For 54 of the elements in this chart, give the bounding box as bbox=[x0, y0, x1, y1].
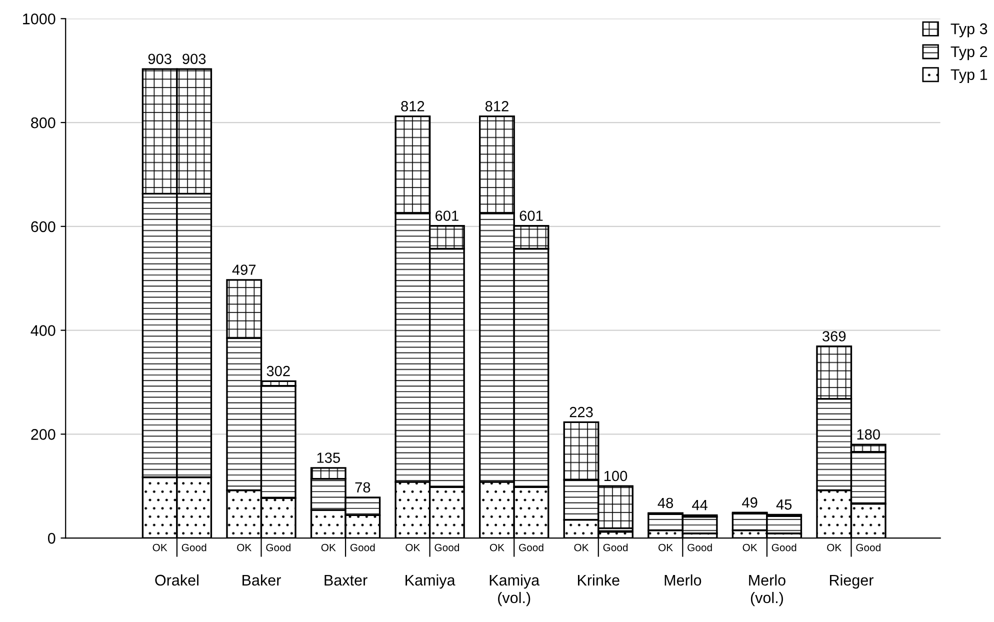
total-label: 601 bbox=[520, 210, 543, 221]
text: Merlo (vol.) bbox=[749, 574, 786, 606]
total-label: 812 bbox=[485, 101, 508, 112]
total-label: 44 bbox=[692, 500, 708, 510]
text: Orakel bbox=[155, 574, 198, 586]
x-tick-label: OK bbox=[658, 544, 673, 552]
x-tick-label: OK bbox=[742, 544, 758, 552]
y-tick-label: 1000 bbox=[23, 14, 56, 24]
y-tick-label: 200 bbox=[31, 429, 56, 440]
total-label: 78 bbox=[355, 482, 370, 493]
total-label: 601 bbox=[436, 210, 458, 221]
total-label: 100 bbox=[604, 470, 628, 482]
x-tick-label: Good bbox=[519, 544, 544, 552]
legend-label: Typ 1 bbox=[950, 69, 988, 84]
total-label: 903 bbox=[182, 54, 206, 64]
x-tick-label: OK bbox=[574, 544, 589, 552]
total-label: 180 bbox=[857, 429, 880, 440]
x-tick-label: OK bbox=[152, 544, 168, 552]
y-tick-label: 400 bbox=[30, 325, 56, 336]
x-tick-label: Good bbox=[603, 544, 628, 552]
total-label: 49 bbox=[742, 497, 758, 508]
x-tick-label: Good bbox=[772, 544, 796, 552]
legend-label: Typ 3 bbox=[950, 23, 988, 38]
text: Merlo bbox=[664, 574, 702, 586]
y-tick-label: 800 bbox=[31, 117, 56, 128]
text: Baxter bbox=[324, 574, 368, 586]
x-tick-label: Good bbox=[266, 544, 290, 552]
total-label: 302 bbox=[266, 366, 290, 376]
x-tick-label: OK bbox=[490, 544, 504, 552]
total-label: 903 bbox=[148, 54, 172, 64]
total-label: 497 bbox=[232, 264, 256, 275]
x-tick-label: Good bbox=[688, 544, 712, 552]
x-tick-label: Good bbox=[182, 544, 206, 552]
x-tick-label: Good bbox=[350, 544, 375, 552]
x-tick-label: Good bbox=[434, 544, 460, 552]
text: Baker bbox=[242, 574, 281, 586]
text: Krinke bbox=[578, 574, 620, 586]
legend-label: Typ 2 bbox=[950, 46, 988, 60]
x-tick-label: Good bbox=[856, 544, 880, 552]
y-tick-label: 600 bbox=[31, 221, 56, 232]
text: Kamiya (vol.) bbox=[490, 574, 540, 606]
text: Kamiya bbox=[406, 574, 456, 589]
x-tick-label: OK bbox=[321, 544, 336, 552]
total-label: 48 bbox=[658, 498, 674, 508]
text: Rieger bbox=[830, 574, 874, 589]
total-label: 223 bbox=[570, 406, 593, 418]
total-label: 812 bbox=[401, 101, 424, 112]
x-tick-label: OK bbox=[827, 544, 842, 552]
x-tick-label: OK bbox=[406, 544, 420, 552]
x-tick-label: OK bbox=[237, 544, 252, 552]
total-label: 135 bbox=[317, 452, 340, 463]
y-tick-label: 0 bbox=[48, 532, 56, 544]
total-label: 369 bbox=[822, 331, 846, 342]
total-label: 45 bbox=[776, 500, 792, 510]
